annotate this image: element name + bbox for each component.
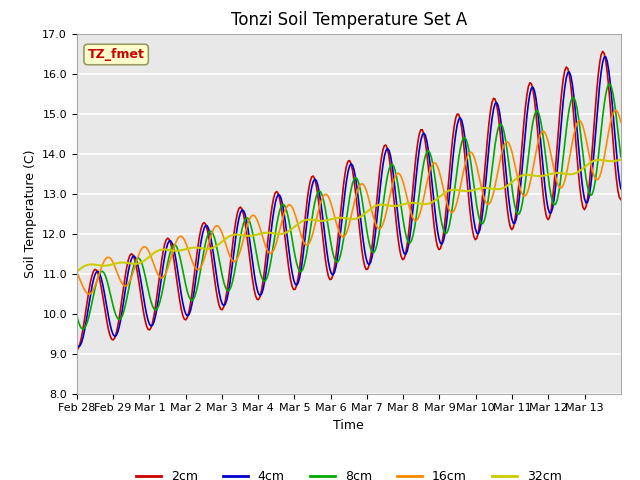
2cm: [617, 197, 625, 203]
Y-axis label: Soil Temperature (C): Soil Temperature (C): [24, 149, 36, 278]
2cm: [73, 347, 81, 353]
2cm: [599, 48, 607, 54]
8cm: [73, 313, 81, 319]
Line: 4cm: 4cm: [77, 57, 621, 347]
8cm: [237, 234, 244, 240]
16cm: [237, 247, 244, 253]
Text: TZ_fmet: TZ_fmet: [88, 48, 145, 61]
8cm: [141, 272, 149, 278]
2cm: [262, 252, 270, 258]
2cm: [253, 297, 261, 302]
32cm: [262, 230, 270, 236]
Line: 2cm: 2cm: [77, 51, 621, 350]
8cm: [617, 154, 625, 159]
32cm: [311, 217, 319, 223]
32cm: [617, 156, 625, 162]
32cm: [140, 258, 147, 264]
8cm: [605, 82, 612, 87]
2cm: [140, 309, 147, 315]
X-axis label: Time: Time: [333, 419, 364, 432]
32cm: [73, 269, 81, 275]
Title: Tonzi Soil Temperature Set A: Tonzi Soil Temperature Set A: [230, 11, 467, 29]
16cm: [264, 248, 271, 254]
16cm: [617, 120, 625, 125]
8cm: [264, 273, 271, 278]
16cm: [255, 221, 262, 227]
Legend: 2cm, 4cm, 8cm, 16cm, 32cm: 2cm, 4cm, 8cm, 16cm, 32cm: [131, 465, 567, 480]
Line: 16cm: 16cm: [77, 110, 621, 294]
4cm: [264, 257, 271, 263]
4cm: [74, 344, 82, 349]
2cm: [311, 176, 319, 182]
4cm: [617, 186, 625, 192]
Line: 32cm: 32cm: [77, 159, 621, 272]
8cm: [79, 326, 86, 332]
4cm: [588, 171, 596, 177]
Line: 8cm: 8cm: [77, 84, 621, 329]
16cm: [312, 217, 320, 223]
8cm: [255, 263, 262, 268]
4cm: [312, 178, 320, 183]
16cm: [85, 291, 93, 297]
8cm: [588, 192, 596, 197]
4cm: [237, 210, 244, 216]
32cm: [235, 232, 243, 238]
32cm: [253, 232, 261, 238]
16cm: [588, 166, 596, 172]
16cm: [141, 244, 149, 250]
4cm: [73, 342, 81, 348]
8cm: [312, 193, 320, 199]
4cm: [141, 303, 149, 309]
4cm: [602, 54, 609, 60]
32cm: [587, 160, 595, 166]
4cm: [255, 291, 262, 297]
16cm: [73, 270, 81, 276]
2cm: [235, 205, 243, 211]
16cm: [612, 108, 620, 113]
2cm: [587, 168, 595, 174]
